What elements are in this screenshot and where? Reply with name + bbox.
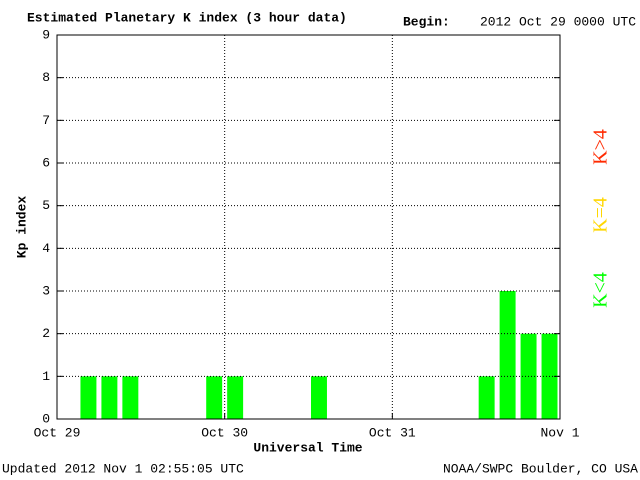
updated-note: Updated 2012 Nov 1 02:55:05 UTC — [2, 461, 244, 476]
legend-entry: K>4 — [590, 129, 612, 165]
bar — [227, 376, 244, 419]
y-tick-label: 6 — [42, 155, 50, 170]
bar — [101, 376, 118, 419]
chart-title: Estimated Planetary K index (3 hour data… — [27, 10, 347, 25]
y-tick-label: 5 — [42, 198, 50, 213]
bar — [206, 376, 223, 419]
source-note: NOAA/SWPC Boulder, CO USA — [443, 461, 638, 476]
x-tick-label: Oct 31 — [369, 425, 416, 440]
bar — [478, 376, 495, 419]
x-axis-label: Universal Time — [253, 440, 362, 455]
y-tick-label: 3 — [42, 283, 50, 298]
legend-entry: K=4 — [590, 197, 612, 233]
y-tick-label: 4 — [42, 241, 50, 256]
bar — [80, 376, 97, 419]
begin-date: 2012 Oct 29 0000 UTC — [480, 14, 636, 29]
bar — [311, 376, 327, 419]
bar — [499, 291, 516, 419]
y-axis-label: Kp index — [14, 196, 29, 259]
x-tick-label: Oct 30 — [201, 425, 248, 440]
y-tick-label: 7 — [42, 113, 50, 128]
legend-entry: K<4 — [590, 272, 612, 308]
y-tick-label: 9 — [42, 27, 50, 42]
y-tick-label: 2 — [42, 326, 50, 341]
begin-label: Begin: — [403, 14, 450, 29]
y-tick-label: 8 — [42, 70, 50, 85]
x-tick-label: Oct 29 — [34, 425, 81, 440]
x-tick-label: Nov 1 — [540, 425, 579, 440]
plot-frame — [56, 34, 561, 420]
y-tick-label: 1 — [42, 369, 50, 384]
bar — [122, 376, 139, 419]
y-tick-label: 0 — [42, 411, 50, 426]
